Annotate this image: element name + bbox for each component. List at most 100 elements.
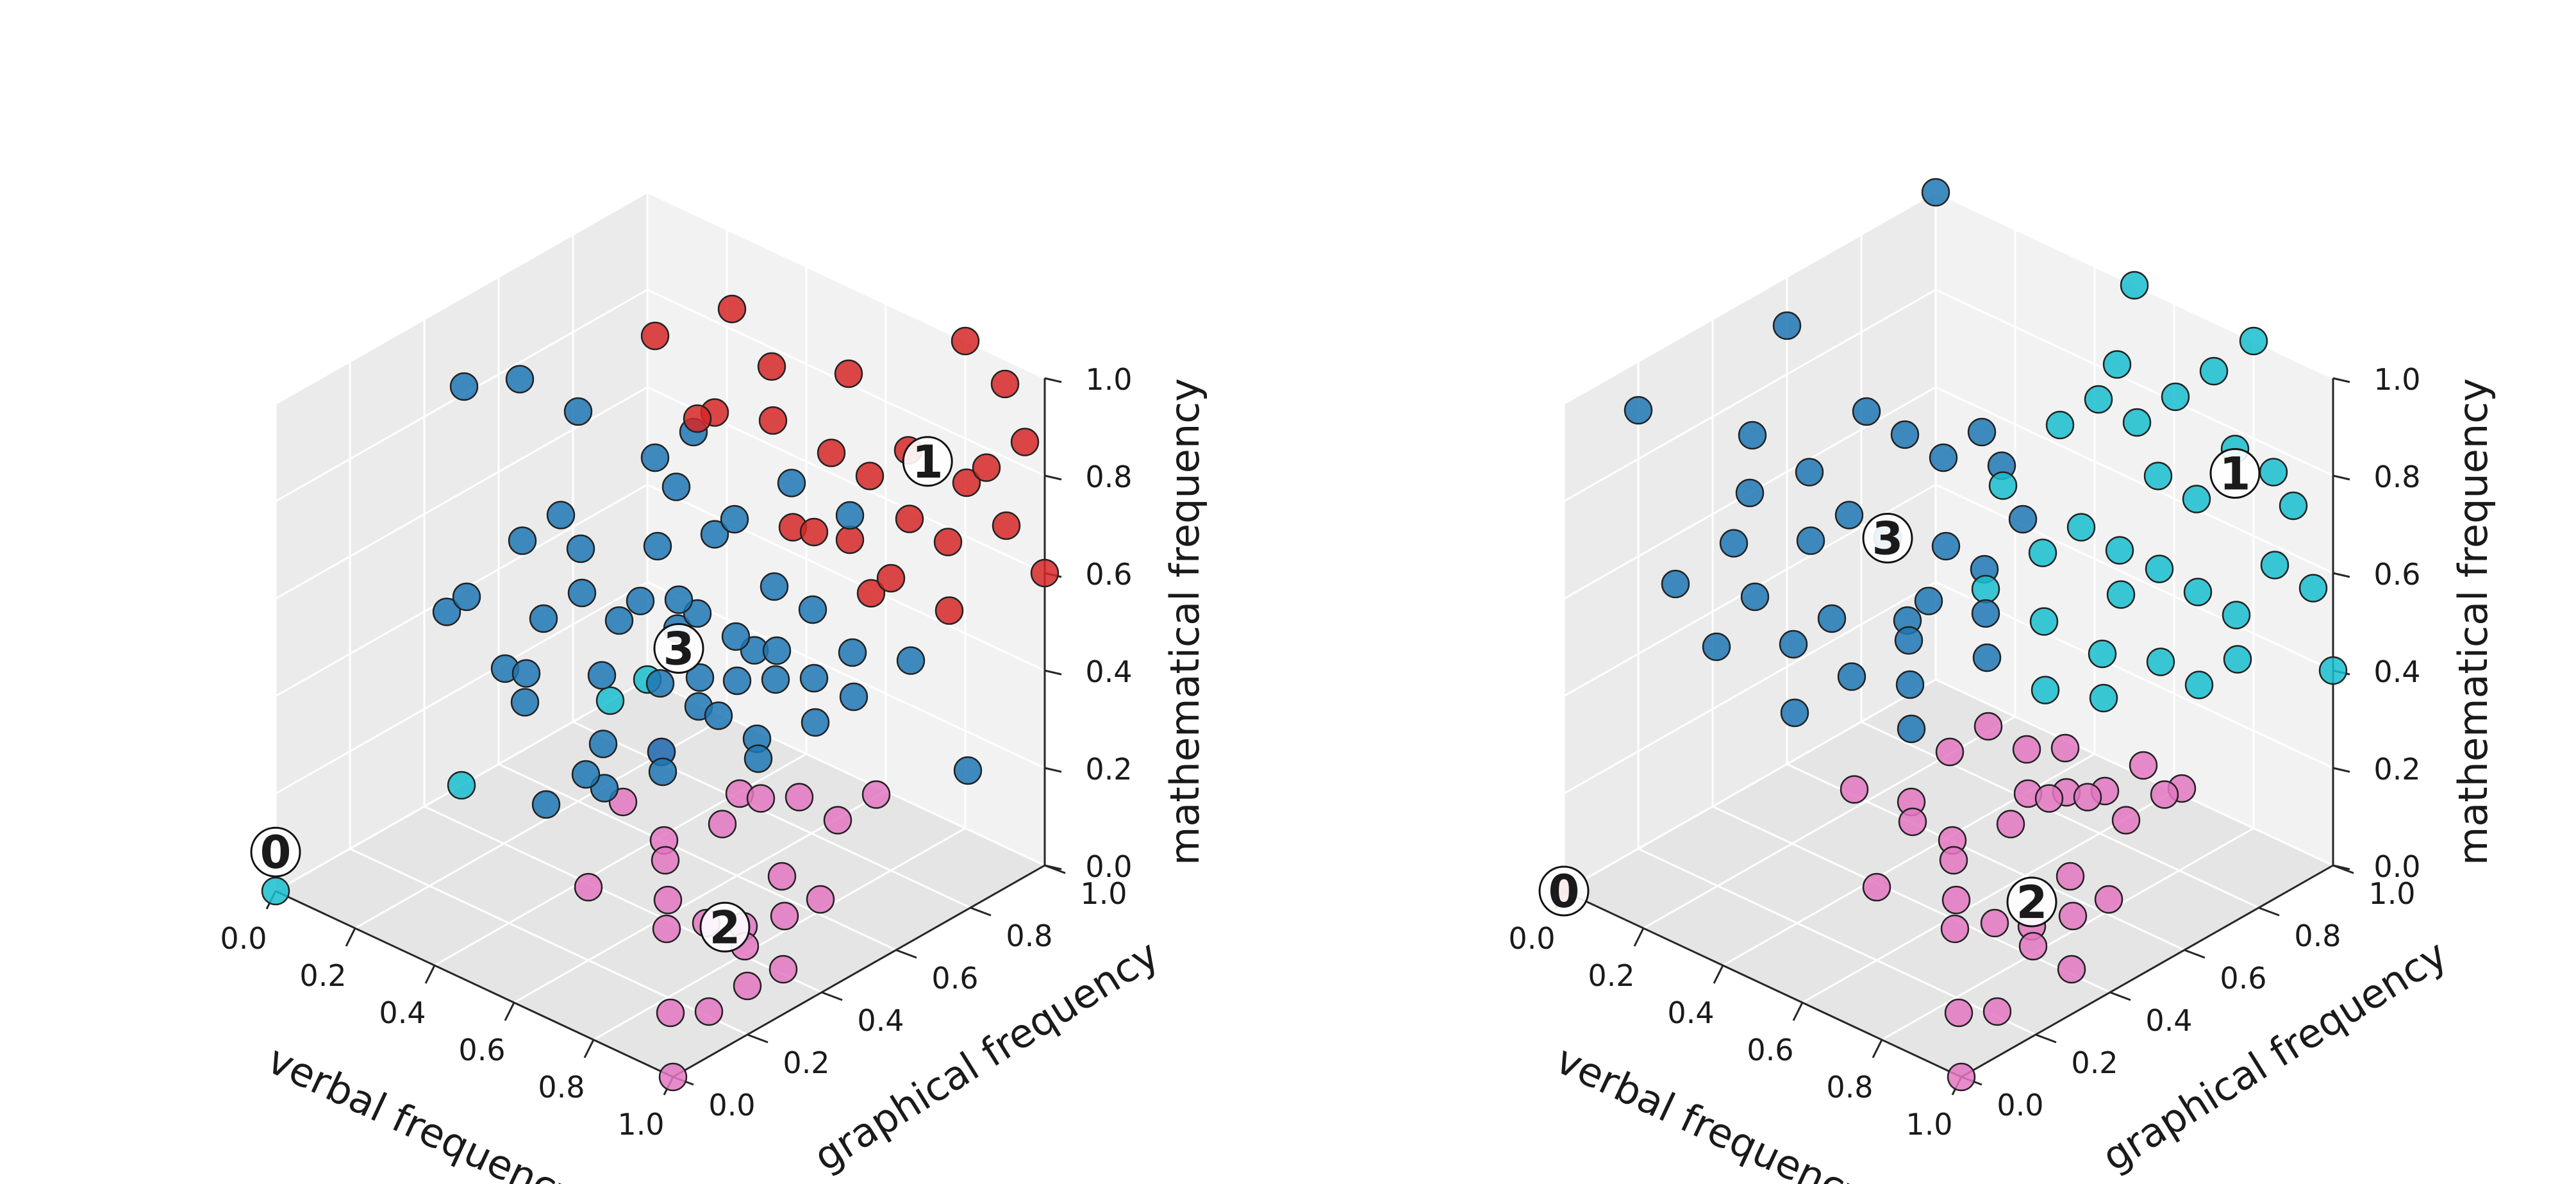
right-point-cluster-2 (1996, 810, 2025, 838)
left-x-tick-label: 0.0 (220, 921, 267, 956)
right-point-cluster-3 (1890, 420, 1920, 449)
right-x-tick (1792, 1002, 1804, 1021)
left-point-cluster-1 (835, 525, 865, 554)
right-point-cluster-1 (2084, 385, 2113, 414)
left-point-cluster-1 (933, 528, 963, 556)
right-z-tick (2332, 572, 2350, 578)
right-point-cluster-2 (2129, 751, 2158, 780)
right-point-cluster-1 (2143, 462, 2173, 490)
left-point-cluster-3 (801, 708, 830, 737)
left-point-cluster-3 (721, 622, 751, 651)
left-point-cluster-0 (595, 686, 625, 715)
right-z-tick-label: 0.8 (2373, 460, 2420, 494)
right-x-tick-label: 0.4 (1667, 996, 1714, 1030)
left-point-cluster-2 (823, 806, 852, 835)
right-point-cluster-1 (2184, 671, 2214, 699)
right-point-cluster-2 (1982, 997, 2012, 1026)
left-cluster-marker-3 (653, 623, 704, 674)
right-x-tick (1713, 965, 1724, 984)
left-z-tick-label: 0.2 (1085, 752, 1132, 787)
right-x-tick-label: 1.0 (1906, 1107, 1952, 1142)
left-y-tick (821, 991, 843, 1001)
right-point-cluster-1 (2279, 491, 2308, 521)
right-point-cluster-3 (1837, 662, 1866, 691)
right-cluster-marker-2 (2006, 876, 2057, 928)
left-point-cluster-3 (626, 587, 655, 615)
left-x-tick-label: 0.6 (458, 1033, 505, 1067)
left-point-cluster-3 (529, 604, 558, 633)
left-point-cluster-1 (972, 453, 1001, 482)
left-y-tick-label: 0.6 (931, 961, 978, 996)
right-point-cluster-3 (1702, 632, 1731, 662)
right-point-cluster-3 (1971, 599, 2000, 628)
left-point-cluster-1 (834, 359, 863, 388)
right-x-tick-label: 0.6 (1747, 1033, 1793, 1067)
left-y-tick-label: 0.4 (857, 1003, 904, 1038)
right-point-cluster-3 (1929, 443, 1958, 472)
left-point-cluster-1 (640, 321, 670, 351)
left-point-cluster-3 (645, 669, 675, 698)
right-point-cluster-1 (2028, 538, 2057, 567)
left-point-cluster-1 (951, 326, 980, 356)
right-point-cluster-1 (2182, 485, 2211, 513)
left-y-tick (895, 949, 917, 959)
left-point-cluster-2 (574, 872, 603, 902)
right-point-cluster-3 (1972, 643, 2002, 672)
left-point-cluster-3 (664, 585, 694, 614)
left-point-cluster-3 (835, 501, 865, 530)
right-y-tick (2184, 949, 2206, 959)
left-tick-labels: 0.00.20.40.60.81.00.00.20.40.60.81.00.00… (220, 362, 1132, 1142)
right-y-tick-label: 0.6 (2220, 961, 2266, 996)
right-point-cluster-1 (2161, 382, 2190, 412)
right-point-cluster-1 (1988, 471, 2018, 500)
right-point-cluster-2 (1974, 712, 2003, 741)
left-point-cluster-3 (566, 534, 595, 563)
right-y-tick (2035, 1033, 2057, 1044)
right-point-cluster-1 (2066, 513, 2096, 542)
left-point-cluster-1 (855, 462, 885, 490)
right-z-tick-label: 0.4 (2373, 655, 2420, 689)
left-point-cluster-3 (432, 597, 461, 626)
left-point-cluster-3 (452, 582, 481, 612)
right-point-cluster-2 (1940, 914, 1970, 944)
right-point-cluster-1 (2199, 356, 2229, 386)
left-points (261, 294, 1059, 1092)
left-point-cluster-3 (839, 682, 868, 712)
right-point-cluster-1 (2222, 601, 2251, 630)
left-cluster-marker-2 (699, 901, 751, 953)
right-cluster-label-1: 1 (2220, 448, 2251, 501)
right-point-cluster-2 (1862, 872, 1891, 902)
right-point-cluster-2 (2056, 862, 2085, 891)
right-point-cluster-2 (2012, 735, 2041, 764)
right-axes (1563, 378, 2334, 1078)
right-point-cluster-2 (2034, 784, 2064, 813)
left-x-tick-label: 0.2 (299, 958, 346, 993)
right-point-cluster-3 (1931, 531, 1961, 561)
scatter3d-left-chart: 0.00.20.40.60.81.00.00.20.40.60.81.00.00… (220, 191, 1208, 1184)
right-point-cluster-1 (2031, 676, 2060, 705)
left-cluster-labels: 0 1 2 3 (250, 436, 953, 954)
left-point-cluster-2 (694, 997, 724, 1026)
right-point-cluster-3 (1661, 569, 1690, 599)
left-point-cluster-3 (744, 744, 773, 773)
right-point-cluster-3 (1740, 582, 1770, 612)
left-point-cluster-1 (758, 406, 788, 435)
left-cluster-label-2: 2 (710, 901, 741, 954)
left-point-cluster-1 (799, 517, 829, 547)
left-point-cluster-3 (546, 501, 576, 529)
left-point-cluster-3 (510, 688, 540, 717)
right-point-cluster-3 (1779, 630, 1808, 659)
left-point-cluster-2 (658, 1062, 688, 1092)
right-point-cluster-1 (2146, 647, 2175, 676)
left-point-cluster-1 (895, 504, 924, 533)
left-x-tick-label: 0.4 (379, 996, 426, 1030)
left-point-cluster-2 (708, 810, 737, 838)
left-z-tick-label: 0.4 (1085, 655, 1132, 689)
right-y-tick-label: 0.4 (2145, 1003, 2192, 1038)
left-y-tick-label: 1.0 (1080, 876, 1127, 911)
right-point-cluster-1 (2260, 551, 2289, 579)
left-point-cluster-3 (953, 756, 983, 785)
left-point-cluster-3 (777, 469, 806, 497)
right-point-cluster-3 (1895, 670, 1925, 699)
right-cluster-label-3: 3 (1872, 513, 1904, 565)
